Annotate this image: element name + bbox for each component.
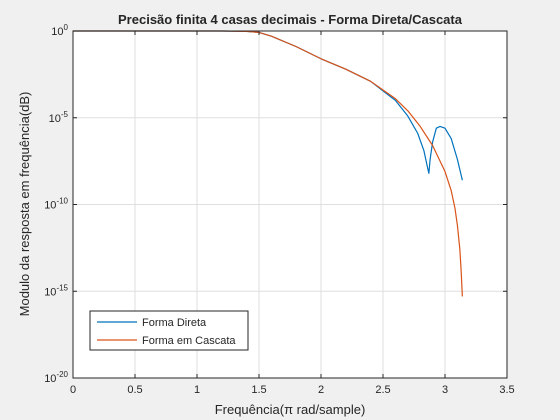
x-tick-label: 1 [194,384,200,396]
y-tick-base: 10 [44,200,56,212]
y-tick-exponent: -20 [56,370,68,379]
y-tick-label: 100 [51,23,68,38]
legend: Forma Direta Forma em Cascata [89,310,249,351]
y-tick-exponent: -5 [61,110,69,119]
x-tick-labels: 0 0.5 1 1.5 2 2.5 3 3.5 [70,384,515,396]
y-tick-base: 10 [44,373,56,385]
legend-label-forma-em-cascata: Forma em Cascata [142,335,236,347]
legend-label-forma-direta: Forma Direta [142,317,207,329]
y-tick-base: 10 [51,26,63,38]
x-tick-label: 1.5 [251,384,266,396]
y-tick-exponent: -10 [56,197,68,206]
y-tick-label: 10-10 [44,197,68,212]
x-tick-label: 3 [442,384,448,396]
chart-title: Precisão finita 4 casas decimais - Forma… [118,12,463,27]
y-tick-exponent: 0 [64,23,69,32]
y-tick-base: 10 [44,286,56,298]
legend-box [89,310,249,351]
x-tick-label: 2 [318,384,324,396]
y-tick-exponent: -15 [56,283,68,292]
y-axis-label: Modulo da resposta em frequência(dB) [17,92,32,317]
x-tick-label: 0 [70,384,76,396]
y-tick-label: 10-20 [44,370,68,385]
y-tick-label: 10-5 [49,110,69,125]
tick-marks [72,30,508,379]
x-tick-label: 3.5 [499,384,514,396]
y-tick-base: 10 [49,113,61,125]
y-tick-label: 10-15 [44,283,68,298]
x-axis-label: Frequência(π rad/sample) [215,402,366,417]
x-tick-label: 0.5 [127,384,142,396]
x-tick-label: 2.5 [375,384,390,396]
